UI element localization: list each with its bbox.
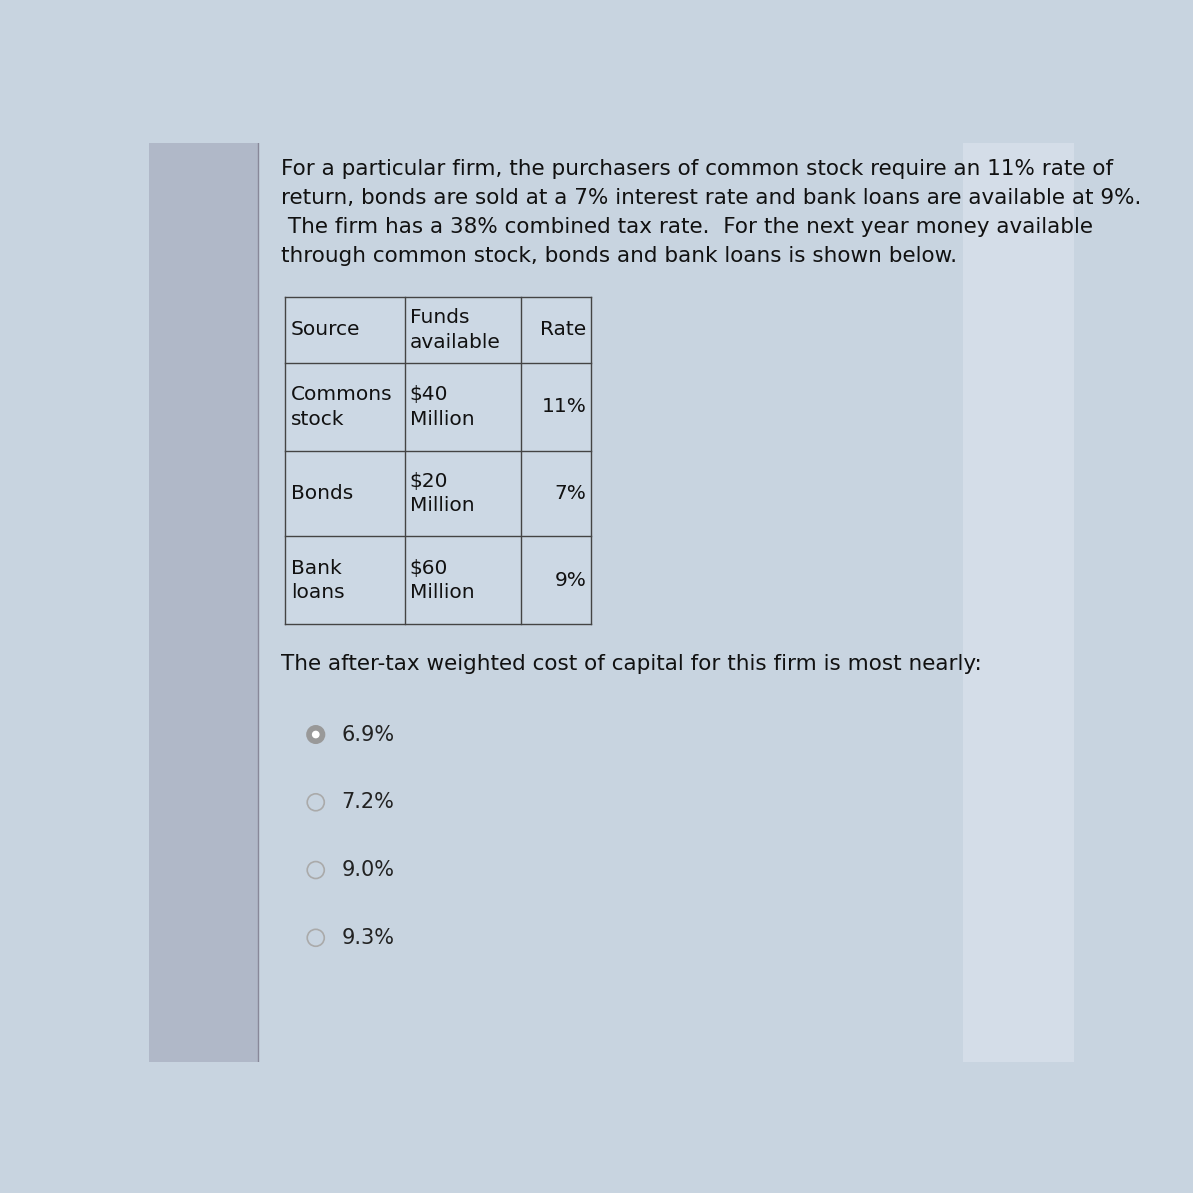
Text: The after-tax weighted cost of capital for this firm is most nearly:: The after-tax weighted cost of capital f…: [280, 654, 982, 674]
Text: Bonds: Bonds: [291, 484, 353, 503]
Text: $60
Million: $60 Million: [409, 558, 474, 601]
Text: 11%: 11%: [542, 397, 586, 416]
Text: Commons
stock: Commons stock: [291, 385, 392, 428]
Circle shape: [311, 730, 320, 738]
Text: Source: Source: [291, 321, 360, 339]
Text: 9.0%: 9.0%: [341, 860, 395, 880]
Bar: [149, 143, 258, 1062]
Text: $40
Million: $40 Million: [409, 385, 474, 428]
Text: The firm has a 38% combined tax rate.  For the next year money available: The firm has a 38% combined tax rate. Fo…: [280, 217, 1093, 237]
Circle shape: [308, 727, 324, 743]
Text: Bank
loans: Bank loans: [291, 558, 345, 601]
Text: 9%: 9%: [555, 570, 586, 589]
Text: 6.9%: 6.9%: [341, 724, 395, 744]
Text: return, bonds are sold at a 7% interest rate and bank loans are available at 9%.: return, bonds are sold at a 7% interest …: [280, 187, 1142, 208]
Bar: [963, 143, 1074, 1062]
Text: Rate: Rate: [540, 321, 586, 339]
Text: For a particular firm, the purchasers of common stock require an 11% rate of: For a particular firm, the purchasers of…: [280, 159, 1113, 179]
Text: $20
Million: $20 Million: [409, 472, 474, 515]
Text: 7%: 7%: [555, 484, 586, 503]
Bar: [285, 297, 591, 624]
Text: through common stock, bonds and bank loans is shown below.: through common stock, bonds and bank loa…: [280, 246, 957, 266]
Text: 9.3%: 9.3%: [341, 928, 395, 947]
Text: Funds
available: Funds available: [409, 308, 500, 352]
Text: 7.2%: 7.2%: [341, 792, 394, 812]
